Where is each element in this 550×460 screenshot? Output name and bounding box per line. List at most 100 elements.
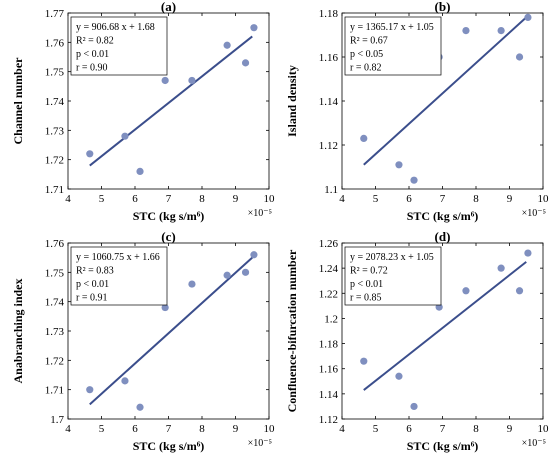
stats-text: R² = 0.72 bbox=[350, 266, 388, 277]
stats-text: p < 0.01 bbox=[76, 279, 109, 290]
x-tick-label: 6 bbox=[406, 193, 412, 205]
x-exponent-label: ×10⁻⁵ bbox=[522, 208, 546, 219]
chart-panel-2: (b) 4 5 6 7 8 9 10 1.1 1.12 1.14 1.16 1.18 ×10⁻⁵ STC (… bbox=[285, 0, 549, 223]
y-tick-label: 1.75 bbox=[45, 267, 65, 279]
x-tick-label: 6 bbox=[132, 423, 138, 435]
data-point bbox=[121, 132, 129, 140]
data-point bbox=[497, 27, 505, 35]
x-tick-label: 4 bbox=[339, 423, 345, 435]
y-tick-label: 1.18 bbox=[319, 8, 339, 20]
x-tick-label: 8 bbox=[199, 193, 205, 205]
x-tick-label: 5 bbox=[99, 423, 105, 435]
y-tick-label: 1.7 bbox=[50, 414, 64, 426]
y-tick-label: 1.77 bbox=[45, 8, 65, 20]
x-exponent-label: ×10⁻⁵ bbox=[248, 208, 272, 219]
y-tick-label: 1.22 bbox=[319, 288, 338, 300]
data-point bbox=[360, 357, 368, 365]
data-point bbox=[524, 13, 532, 21]
stats-text: y = 1060.75 x + 1.66 bbox=[76, 252, 160, 263]
data-point bbox=[515, 287, 524, 295]
x-tick-label: 7 bbox=[440, 423, 446, 435]
data-point bbox=[250, 251, 258, 259]
y-tick-label: 1.76 bbox=[45, 238, 65, 250]
y-tick-label: 1.12 bbox=[319, 140, 338, 152]
x-tick-label: 8 bbox=[473, 423, 479, 435]
y-tick-label: 1.2 bbox=[324, 313, 338, 325]
y-tick-label: 1.72 bbox=[45, 155, 64, 167]
x-tick-label: 10 bbox=[538, 193, 550, 205]
x-tick-label: 7 bbox=[166, 193, 172, 205]
data-point bbox=[136, 167, 144, 175]
stats-text: R² = 0.67 bbox=[350, 36, 388, 47]
x-exponent-label: ×10⁻⁵ bbox=[248, 438, 272, 449]
x-tick-label: 7 bbox=[440, 193, 446, 205]
data-point bbox=[161, 303, 169, 312]
x-tick-label: 9 bbox=[233, 423, 239, 435]
stats-text: p < 0.05 bbox=[350, 49, 383, 60]
x-tick-label: 4 bbox=[339, 193, 345, 205]
data-point bbox=[136, 403, 144, 411]
x-tick-label: 5 bbox=[373, 193, 379, 205]
x-exponent-label: ×10⁻⁵ bbox=[522, 438, 546, 449]
x-axis-label: STC (kg s/m⁶) bbox=[407, 439, 479, 453]
data-point bbox=[223, 271, 231, 279]
y-axis-label: Channel number bbox=[11, 57, 25, 145]
stats-text: y = 2078.23 x + 1.05 bbox=[350, 252, 434, 263]
chart-title: (c) bbox=[161, 229, 175, 244]
data-point bbox=[462, 287, 470, 295]
x-axis-label: STC (kg s/m⁶) bbox=[407, 209, 479, 223]
y-tick-label: 1.74 bbox=[45, 96, 65, 108]
y-axis-label: Confluence-bifurcation number bbox=[285, 249, 299, 412]
x-tick-label: 10 bbox=[538, 423, 550, 435]
x-tick-label: 5 bbox=[373, 423, 379, 435]
y-tick-label: 1.14 bbox=[319, 96, 339, 108]
x-tick-label: 8 bbox=[199, 423, 205, 435]
x-axis-label: STC (kg s/m⁶) bbox=[133, 439, 205, 453]
chart-title: (a) bbox=[161, 0, 176, 14]
x-tick-label: 5 bbox=[99, 193, 105, 205]
y-tick-label: 1.74 bbox=[45, 297, 65, 309]
y-tick-label: 1.73 bbox=[45, 125, 65, 137]
y-tick-label: 1.12 bbox=[319, 414, 338, 426]
data-point bbox=[360, 134, 368, 142]
stats-text: y = 906.68 x + 1.68 bbox=[76, 22, 155, 33]
x-tick-label: 9 bbox=[507, 193, 513, 205]
regression-line bbox=[363, 16, 527, 166]
x-tick-label: 9 bbox=[233, 193, 239, 205]
data-point bbox=[86, 386, 94, 394]
data-point bbox=[410, 176, 418, 184]
stats-box bbox=[344, 246, 442, 306]
y-tick-label: 1.76 bbox=[45, 37, 65, 49]
y-tick-label: 1.71 bbox=[45, 385, 64, 397]
y-tick-label: 1.72 bbox=[45, 355, 64, 367]
stats-text: p < 0.01 bbox=[350, 279, 383, 290]
data-point bbox=[241, 268, 250, 276]
y-tick-label: 1.16 bbox=[319, 364, 339, 376]
data-point bbox=[223, 41, 231, 49]
y-tick-label: 1.24 bbox=[319, 263, 339, 275]
data-point bbox=[497, 264, 505, 272]
chart-panel-4: (d) 4 5 6 7 8 9 10 1.12 1.14 1.16 1.18 1.2 1.22 1.24 1.… bbox=[285, 229, 549, 453]
chart-title: (b) bbox=[435, 0, 451, 14]
data-point bbox=[161, 76, 169, 85]
data-point bbox=[241, 59, 250, 67]
x-tick-label: 10 bbox=[264, 193, 276, 205]
stats-text: R² = 0.82 bbox=[76, 36, 114, 47]
data-point bbox=[395, 161, 403, 169]
x-tick-label: 9 bbox=[507, 423, 513, 435]
y-axis-label: Island density bbox=[285, 65, 299, 137]
x-tick-label: 6 bbox=[406, 423, 412, 435]
x-tick-label: 4 bbox=[65, 193, 71, 205]
stats-text: y = 1365.17 x + 1.05 bbox=[350, 22, 434, 33]
data-point bbox=[462, 27, 470, 35]
stats-text: R² = 0.83 bbox=[76, 266, 114, 277]
y-tick-label: 1.71 bbox=[45, 184, 64, 196]
y-tick-label: 1.75 bbox=[45, 67, 65, 79]
data-point bbox=[86, 150, 94, 158]
y-tick-label: 1.1 bbox=[324, 184, 338, 196]
stats-text: r = 0.85 bbox=[350, 293, 381, 304]
y-tick-label: 1.14 bbox=[319, 389, 339, 401]
stats-text: r = 0.90 bbox=[76, 63, 107, 74]
data-point bbox=[188, 76, 196, 85]
